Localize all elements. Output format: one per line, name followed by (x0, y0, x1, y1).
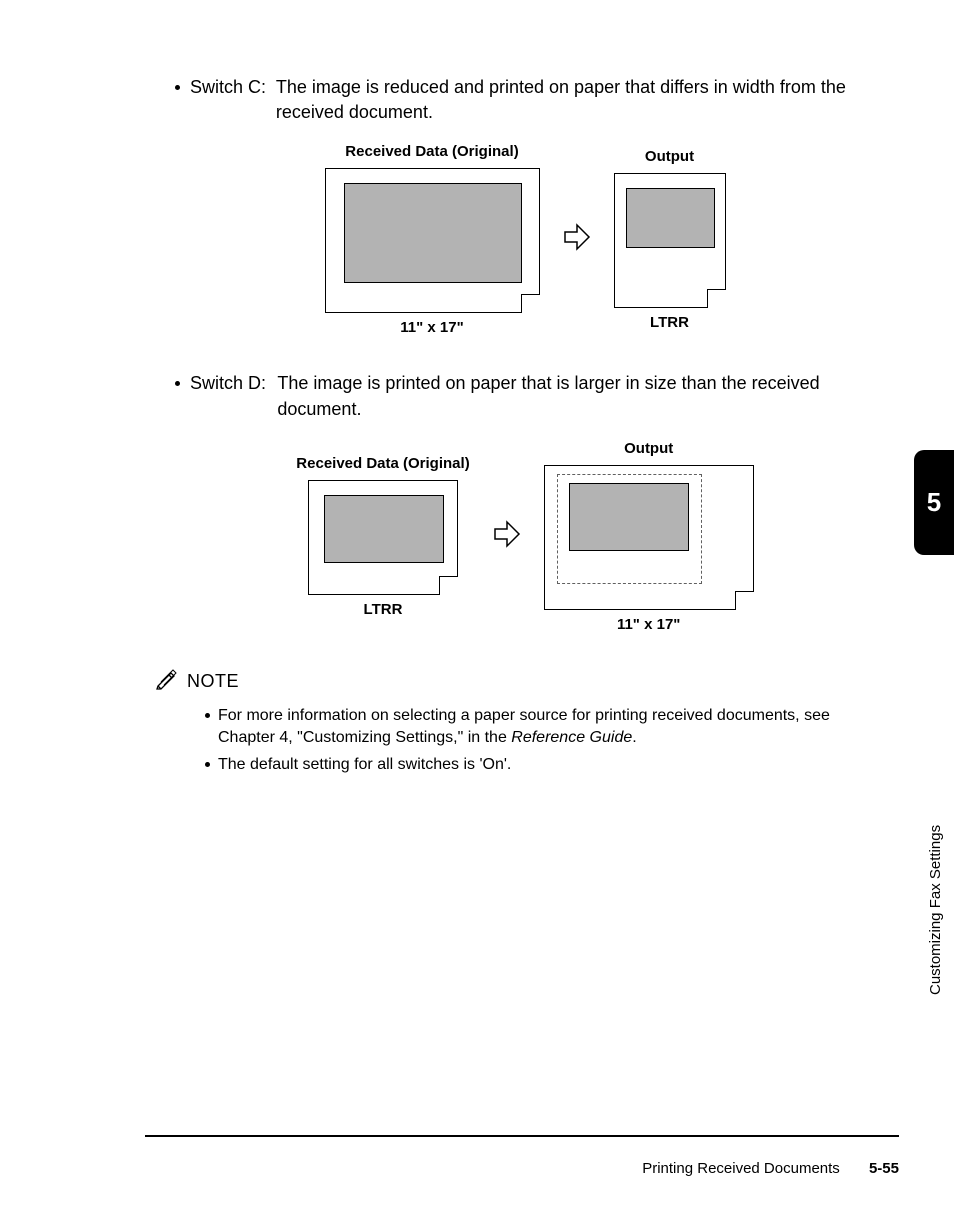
switch-c-right-caption: LTRR (650, 314, 689, 331)
chapter-number: 5 (927, 487, 941, 518)
note-item-1: For more information on selecting a pape… (205, 705, 875, 750)
switch-c-block: Switch C: The image is reduced and print… (175, 75, 875, 125)
switch-d-block: Switch D: The image is printed on paper … (175, 371, 875, 421)
switch-d-left-title: Received Data (Original) (296, 455, 469, 472)
arrow-icon (562, 222, 592, 257)
switch-d-diagram: Received Data (Original) LTRR Output 11"… (175, 440, 875, 633)
chapter-title: Customizing Fax Settings (927, 575, 944, 995)
switch-d-right-title: Output (624, 440, 673, 457)
footer: Printing Received Documents 5-55 (642, 1160, 899, 1177)
footer-section: Printing Received Documents (642, 1160, 840, 1177)
pencil-icon (155, 668, 179, 695)
paper-ltrr-icon (614, 173, 726, 308)
switch-d-left-caption: LTRR (364, 601, 403, 618)
bullet-icon (205, 713, 210, 718)
switch-c-label: Switch C: (190, 75, 266, 100)
note-item-2: The default setting for all switches is … (205, 754, 875, 776)
switch-c-left: Received Data (Original) 11" x 17" (325, 143, 540, 336)
note-item-1-text-b: Reference Guide (511, 729, 632, 746)
switch-c-text: Switch C: The image is reduced and print… (190, 75, 875, 125)
page-content: Switch C: The image is reduced and print… (175, 75, 875, 780)
switch-c-diagram: Received Data (Original) 11" x 17" Outpu… (175, 143, 875, 336)
switch-d-right-caption: 11" x 17" (617, 616, 680, 633)
switch-d-text: Switch D: The image is printed on paper … (190, 371, 875, 421)
note-label: NOTE (187, 671, 239, 692)
switch-d-left: Received Data (Original) LTRR (296, 455, 469, 618)
switch-d-label: Switch D: (190, 371, 266, 396)
switch-c-left-caption: 11" x 17" (400, 319, 463, 336)
page-number: 5-55 (869, 1160, 899, 1177)
bullet-icon (205, 762, 210, 767)
paper-11x17-large-icon (544, 465, 754, 610)
note-item-2-text: The default setting for all switches is … (218, 754, 511, 776)
bullet-icon (175, 85, 180, 90)
switch-c-right-title: Output (645, 148, 694, 165)
chapter-tab: 5 (914, 450, 954, 555)
switch-d-right: Output 11" x 17" (544, 440, 754, 633)
switch-c-desc: The image is reduced and printed on pape… (276, 75, 875, 125)
switch-c-right: Output LTRR (614, 148, 726, 331)
note-item-1-text-c: . (632, 729, 636, 746)
note-header: NOTE (155, 668, 875, 695)
note-list: For more information on selecting a pape… (205, 705, 875, 776)
switch-d-desc: The image is printed on paper that is la… (277, 371, 875, 421)
arrow-icon (492, 519, 522, 554)
paper-ltrr-icon (308, 480, 458, 595)
switch-c-left-title: Received Data (Original) (345, 143, 518, 160)
paper-11x17-icon (325, 168, 540, 313)
bullet-icon (175, 381, 180, 386)
footer-divider (145, 1135, 899, 1137)
